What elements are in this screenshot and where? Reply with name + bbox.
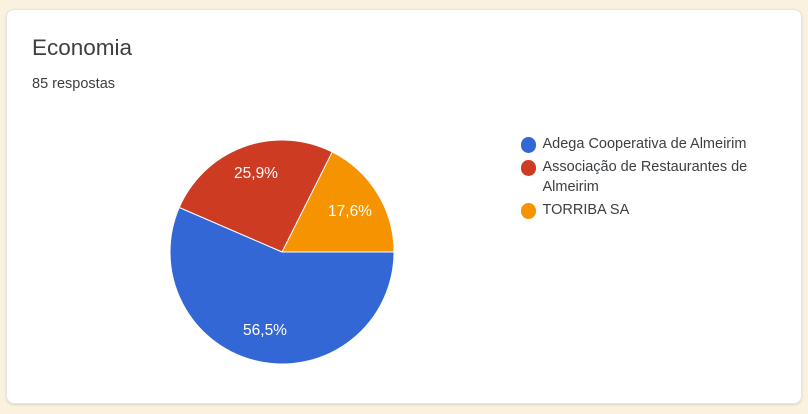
svg-text:56,5%: 56,5% [243, 322, 287, 339]
svg-text:25,9%: 25,9% [234, 165, 278, 182]
svg-text:17,6%: 17,6% [328, 203, 372, 220]
